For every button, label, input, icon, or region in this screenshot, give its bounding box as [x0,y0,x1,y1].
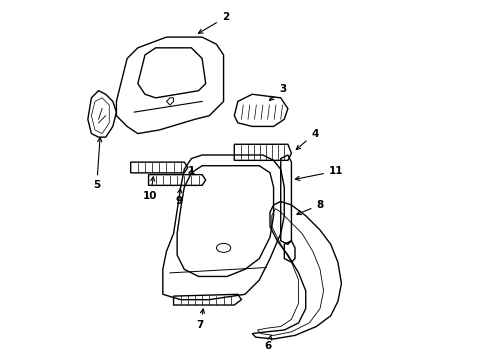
Text: 1: 1 [188,166,195,176]
Text: 8: 8 [297,200,324,215]
Text: 9: 9 [175,189,182,206]
Text: 6: 6 [265,336,272,351]
Text: 10: 10 [143,177,158,201]
Text: 5: 5 [93,138,102,190]
Text: 3: 3 [270,84,286,100]
Text: 2: 2 [198,13,229,33]
Text: 11: 11 [295,166,343,180]
Text: 7: 7 [196,309,204,330]
Text: 4: 4 [296,129,318,149]
